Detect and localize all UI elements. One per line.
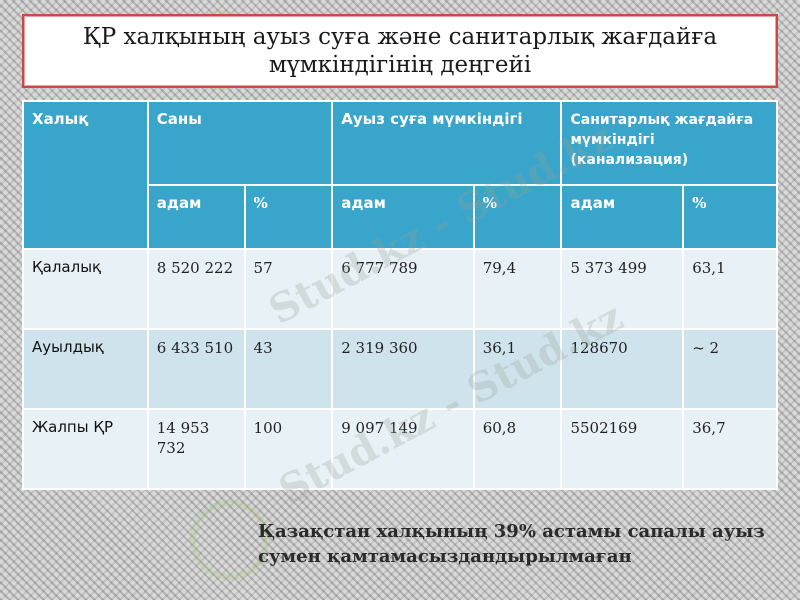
table-cell: 6 433 510 (146, 328, 246, 410)
table-cell: ~ 2 (682, 328, 778, 410)
header-population: Халық (22, 100, 149, 250)
slide-title-box: ҚР халқының ауыз суға және санитарлық жа… (22, 14, 778, 88)
header-sanitation-access: Санитарлық жағдайға мүмкіндігі (канализа… (560, 100, 778, 186)
table-cell: 8 520 222 (146, 248, 246, 330)
table-cell: 5502169 (560, 408, 685, 490)
table-row-rural: Ауылдық 6 433 510 43 2 319 360 36,1 1286… (22, 328, 778, 410)
row-label: Жалпы ҚР (22, 408, 149, 490)
water-access-table: Халық Саны Ауыз суға мүмкіндігі Санитарл… (22, 100, 778, 490)
header-water-access: Ауыз суға мүмкіндігі (331, 100, 563, 186)
table-cell: 36,7 (682, 408, 778, 490)
subheader-sanitation-people: адам (560, 184, 685, 250)
table-cell: 57 (243, 248, 334, 330)
table-cell: 14 953 732 (146, 408, 246, 490)
table-cell: 128670 (560, 328, 685, 410)
subheader-count-percent: % (243, 184, 334, 250)
row-label: Қалалық (22, 248, 149, 330)
subheader-sanitation-percent: % (682, 184, 778, 250)
table-cell: 5 373 499 (560, 248, 685, 330)
slide-title: ҚР халқының ауыз суға және санитарлық жа… (82, 24, 718, 78)
subheader-water-people: адам (331, 184, 475, 250)
footnote-text: Қазақстан халқының 39% астамы сапалы ауы… (258, 521, 765, 567)
table-cell: 6 777 789 (331, 248, 475, 330)
table-cell: 43 (243, 328, 334, 410)
table-row-total: Жалпы ҚР 14 953 732 100 9 097 149 60,8 5… (22, 408, 778, 490)
table-header-row: Халық Саны Ауыз суға мүмкіндігі Санитарл… (22, 100, 778, 250)
subheader-water-percent: % (472, 184, 563, 250)
table-cell: 36,1 (472, 328, 563, 410)
subheader-count-people: адам (146, 184, 246, 250)
table-cell: 2 319 360 (331, 328, 475, 410)
table-cell: 60,8 (472, 408, 563, 490)
table-cell: 9 097 149 (331, 408, 475, 490)
table-cell: 100 (243, 408, 334, 490)
table-cell: 63,1 (682, 248, 778, 330)
header-count: Саны (146, 100, 334, 186)
table-cell: 79,4 (472, 248, 563, 330)
row-label: Ауылдық (22, 328, 149, 410)
table-row-urban: Қалалық 8 520 222 57 6 777 789 79,4 5 37… (22, 248, 778, 330)
table-subheader-row: адам % адам % адам % (23, 184, 778, 250)
